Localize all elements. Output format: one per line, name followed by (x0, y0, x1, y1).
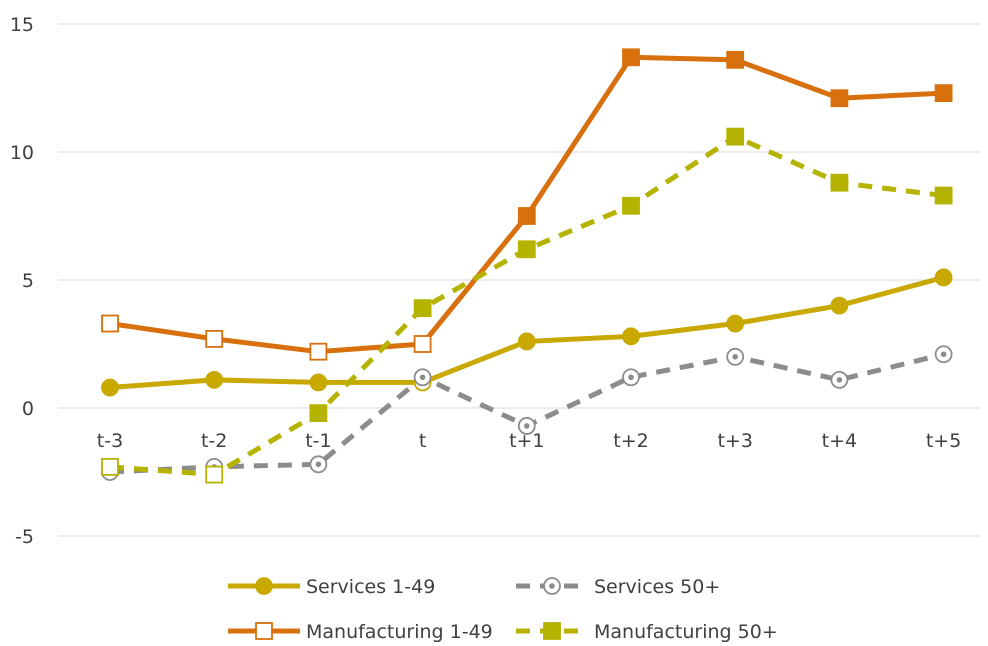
series-layer (101, 48, 953, 484)
x-tick-label: t+2 (613, 430, 648, 452)
y-tick-label: -5 (15, 526, 34, 548)
legend-label: Manufacturing 1-49 (306, 621, 493, 643)
series-3 (101, 127, 953, 484)
legend-label: Services 1-49 (306, 576, 435, 598)
x-tick-label: t+1 (509, 430, 544, 452)
x-tick-label: t (419, 430, 426, 452)
legend-marker-dot (549, 583, 555, 589)
x-tick-label: t-1 (305, 430, 331, 452)
legend-entry: Services 50+ (516, 576, 720, 598)
legend-marker (255, 577, 273, 595)
x-tick-label: t+4 (822, 430, 857, 452)
series-2 (101, 48, 953, 361)
data-point-dot (524, 423, 530, 429)
data-point (205, 465, 224, 484)
legend-marker (255, 622, 273, 640)
gridlines (58, 23, 980, 537)
data-point (413, 299, 432, 318)
legend-label: Manufacturing 50+ (594, 621, 778, 643)
series-line (107, 274, 947, 391)
data-point (934, 268, 953, 287)
data-point-dot (315, 461, 322, 468)
series-line (109, 351, 945, 475)
data-point (205, 370, 224, 389)
data-point (830, 89, 849, 108)
x-tick-label: t-2 (201, 430, 227, 452)
x-tick-label: t+5 (926, 430, 961, 452)
y-tick-label: 5 (22, 270, 34, 292)
y-tick-label: 10 (10, 142, 34, 164)
data-point (101, 378, 119, 397)
series-1 (101, 345, 953, 481)
y-tick-label: 15 (10, 14, 34, 36)
data-point (830, 296, 849, 315)
data-point (309, 342, 328, 361)
data-point-dot (940, 351, 947, 358)
data-point (934, 84, 953, 103)
data-point (309, 404, 328, 423)
data-point (413, 335, 432, 353)
y-axis-tick-labels: -5 0 5 10 15 (10, 14, 34, 548)
data-point-dot (732, 354, 738, 360)
data-point (517, 207, 536, 225)
data-point (830, 173, 849, 192)
data-point (517, 240, 536, 259)
legend: Services 1-49 Services 50+ Manufacturing 1… (228, 576, 778, 643)
data-point (726, 50, 745, 69)
data-point (101, 457, 119, 476)
x-axis-tick-labels: t-3 t-2 t-1 t t+1 t+2 t+3 t+4 t+5 (97, 430, 962, 452)
legend-marker (543, 622, 561, 640)
data-point (622, 48, 640, 67)
data-point-dot (628, 374, 634, 381)
legend-label: Services 50+ (594, 576, 720, 598)
data-point (309, 373, 328, 392)
data-point (622, 196, 640, 215)
legend-entry: Manufacturing 50+ (516, 621, 778, 643)
legend-entry: Manufacturing 1-49 (228, 621, 493, 643)
data-point (622, 327, 640, 346)
x-tick-label: t-3 (97, 430, 123, 452)
data-point (517, 332, 536, 351)
data-point (205, 329, 224, 348)
data-point (726, 127, 745, 146)
data-point (726, 314, 745, 333)
data-point-dot (419, 374, 426, 381)
data-point-dot (836, 377, 843, 383)
x-tick-label: t+3 (717, 430, 752, 452)
data-point (934, 186, 953, 205)
data-point (101, 314, 119, 333)
y-tick-label: 0 (22, 398, 34, 420)
legend-entry: Services 1-49 (228, 576, 435, 598)
